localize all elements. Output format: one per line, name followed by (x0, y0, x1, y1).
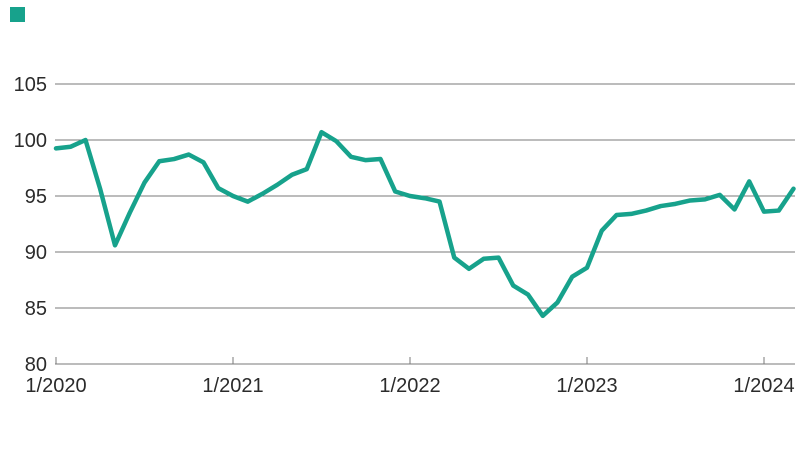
y-tick-label: 90 (25, 242, 47, 264)
x-tick-label: 1/2023 (556, 375, 617, 397)
brand-mark (10, 7, 25, 22)
x-tick-label: 1/2021 (202, 375, 263, 397)
x-tick-label: 1/2020 (25, 375, 86, 397)
x-tick-label: 1/2022 (379, 375, 440, 397)
x-tick-label: 1/2024 (733, 375, 794, 397)
y-tick-label: 95 (25, 186, 47, 208)
y-tick-label: 105 (14, 74, 47, 96)
y-tick-label: 85 (25, 298, 47, 320)
y-tick-label: 80 (25, 354, 47, 376)
data-line-index-series (53, 129, 796, 319)
y-tick-label: 100 (14, 130, 47, 152)
